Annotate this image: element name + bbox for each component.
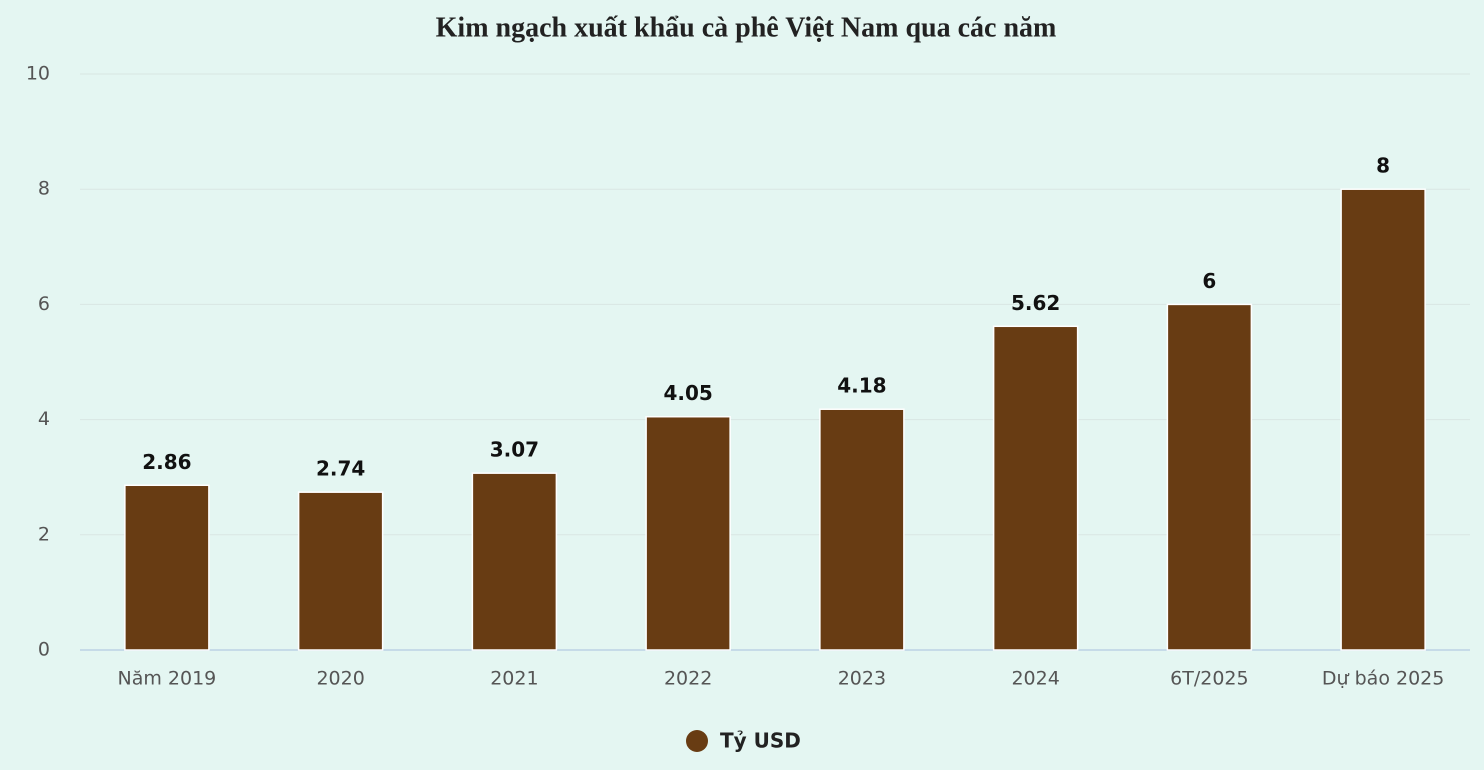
- value-label: 5.62: [1011, 291, 1060, 315]
- value-label: 3.07: [490, 438, 539, 462]
- y-tick-label: 0: [38, 639, 50, 661]
- x-tick-label: 2022: [664, 668, 712, 690]
- x-tick-label: 2021: [490, 668, 538, 690]
- x-tick-label: Dự báo 2025: [1322, 668, 1444, 690]
- y-tick-label: 8: [38, 178, 50, 200]
- legend-label: Tỷ USD: [720, 729, 801, 753]
- bar: [819, 408, 905, 651]
- value-label: 4.05: [663, 381, 712, 405]
- bar: [1340, 188, 1426, 651]
- y-tick-label: 6: [38, 293, 50, 315]
- x-tick-label: 6T/2025: [1170, 668, 1248, 690]
- value-label: 6: [1202, 269, 1216, 293]
- bar: [297, 491, 384, 651]
- bar: [645, 415, 731, 651]
- y-tick-label: 2: [38, 523, 50, 545]
- chart-title: Kim ngạch xuất khẩu cà phê Việt Nam qua …: [436, 12, 1057, 43]
- value-label: 4.18: [837, 374, 886, 398]
- x-tick-label: 2024: [1011, 668, 1059, 690]
- x-tick-label: 2020: [316, 668, 364, 690]
- value-label: 2.74: [316, 457, 365, 481]
- bar: [1166, 303, 1253, 651]
- value-label: 2.86: [142, 450, 191, 474]
- value-label: 8: [1376, 154, 1390, 178]
- y-tick-label: 4: [38, 408, 50, 430]
- x-tick-label: Năm 2019: [117, 668, 216, 690]
- bar: [471, 472, 558, 651]
- bar: [992, 325, 1079, 651]
- bar: [124, 484, 210, 651]
- legend-marker: [686, 730, 708, 752]
- x-tick-label: 2023: [838, 668, 886, 690]
- y-tick-label: 10: [26, 63, 50, 85]
